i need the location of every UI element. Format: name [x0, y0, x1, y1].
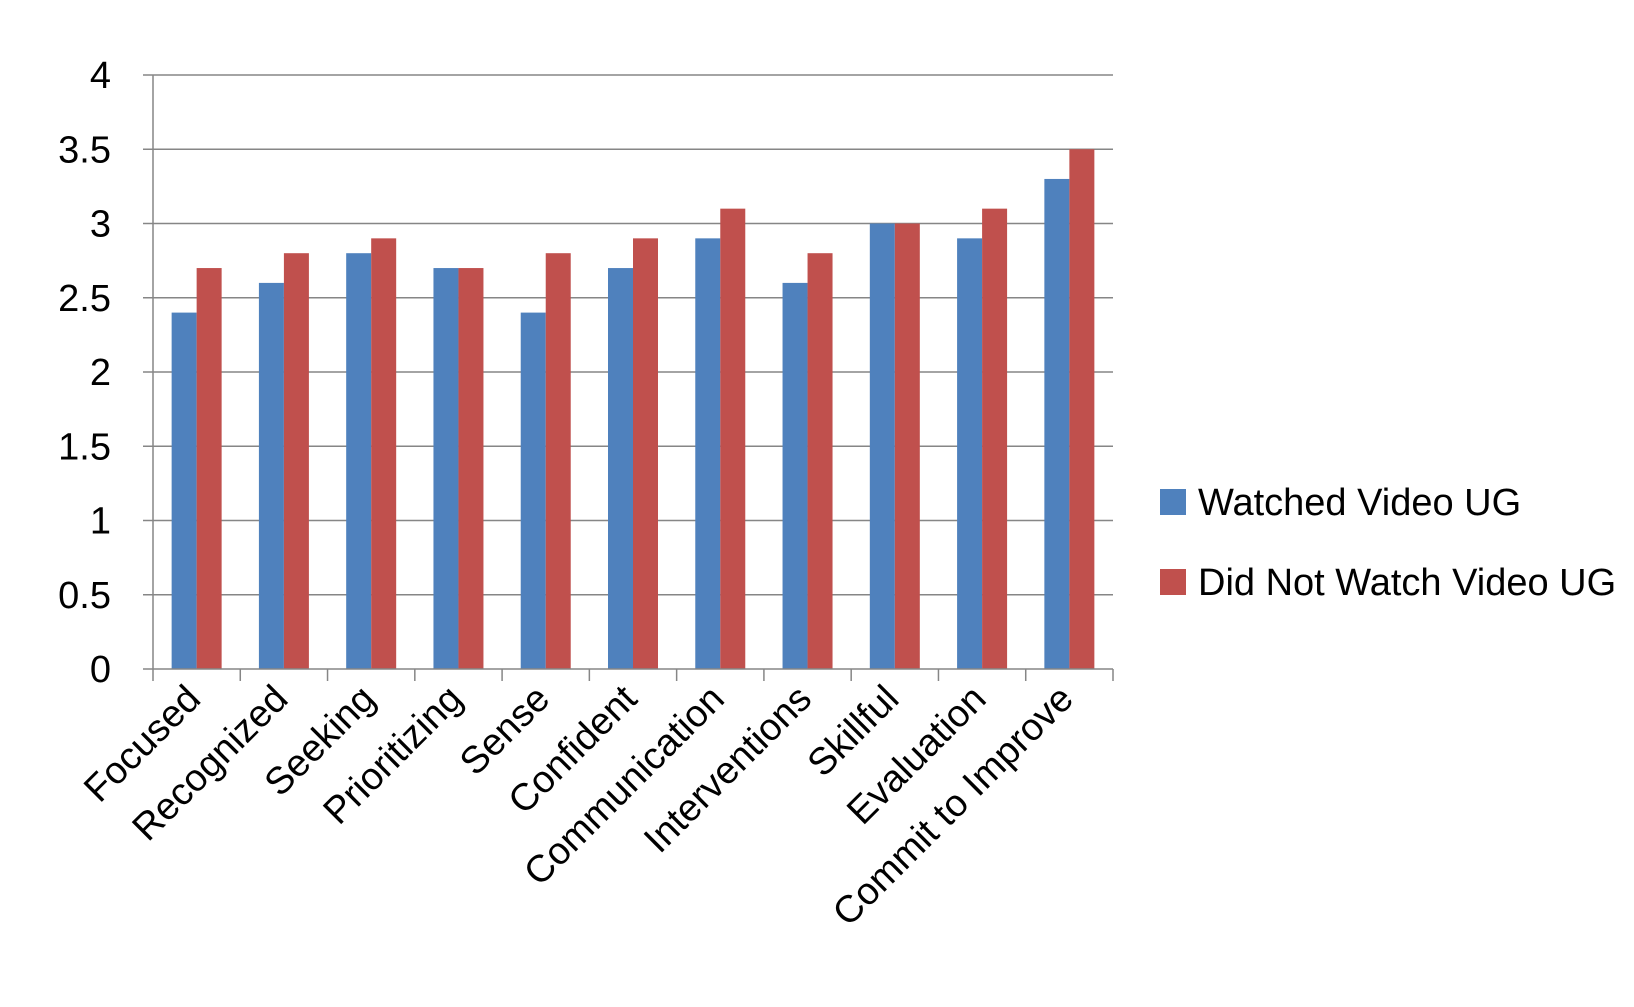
bar-watched — [1044, 178, 1070, 669]
legend-swatch — [1160, 569, 1186, 595]
bar-watched — [869, 223, 895, 669]
bar-did-not-watch — [720, 208, 746, 669]
legend-swatch — [1160, 489, 1186, 515]
bar-watched — [695, 238, 721, 669]
y-tick-label: 1.5 — [58, 426, 111, 468]
y-tick-label: 3 — [90, 204, 111, 246]
y-tick-label: 2 — [90, 352, 111, 394]
legend-label: Watched Video UG — [1198, 482, 1521, 524]
bar-did-not-watch — [283, 253, 309, 669]
y-tick-label: 0.5 — [58, 575, 111, 617]
y-tick-label: 4 — [90, 55, 111, 97]
bar-watched — [957, 238, 983, 669]
bar-watched — [782, 282, 808, 669]
legend-label: Did Not Watch Video UG — [1198, 562, 1616, 604]
bar-watched — [608, 268, 633, 669]
bar-did-not-watch — [894, 223, 920, 669]
y-tick-label: 3.5 — [58, 129, 111, 171]
bar-did-not-watch — [807, 253, 833, 669]
axes — [143, 74, 1114, 681]
x-category-labels: FocusedRecognizedSeekingPrioritizingSens… — [76, 677, 1081, 934]
bar-did-not-watch — [982, 208, 1008, 669]
y-tick-label: 0 — [90, 649, 111, 691]
bar-did-not-watch — [633, 238, 658, 669]
bar-did-not-watch — [545, 253, 571, 669]
bar-watched — [433, 268, 459, 669]
bar-did-not-watch — [371, 238, 397, 669]
bar-watched — [346, 253, 372, 669]
y-tick-label: 2.5 — [58, 278, 111, 320]
y-tick-labels: 0 0.5 1 1.5 2 2.5 3 3.5 4 — [58, 55, 111, 691]
bar-did-not-watch — [458, 268, 484, 669]
bar-watched — [171, 312, 197, 669]
bars — [171, 149, 1095, 669]
y-tick-label: 1 — [90, 501, 111, 543]
legend: Watched Video UG Did Not Watch Video UG — [1160, 482, 1616, 604]
bar-did-not-watch — [196, 268, 222, 669]
bar-watched — [258, 282, 284, 669]
bar-watched — [520, 312, 546, 669]
bar-did-not-watch — [1069, 149, 1095, 669]
